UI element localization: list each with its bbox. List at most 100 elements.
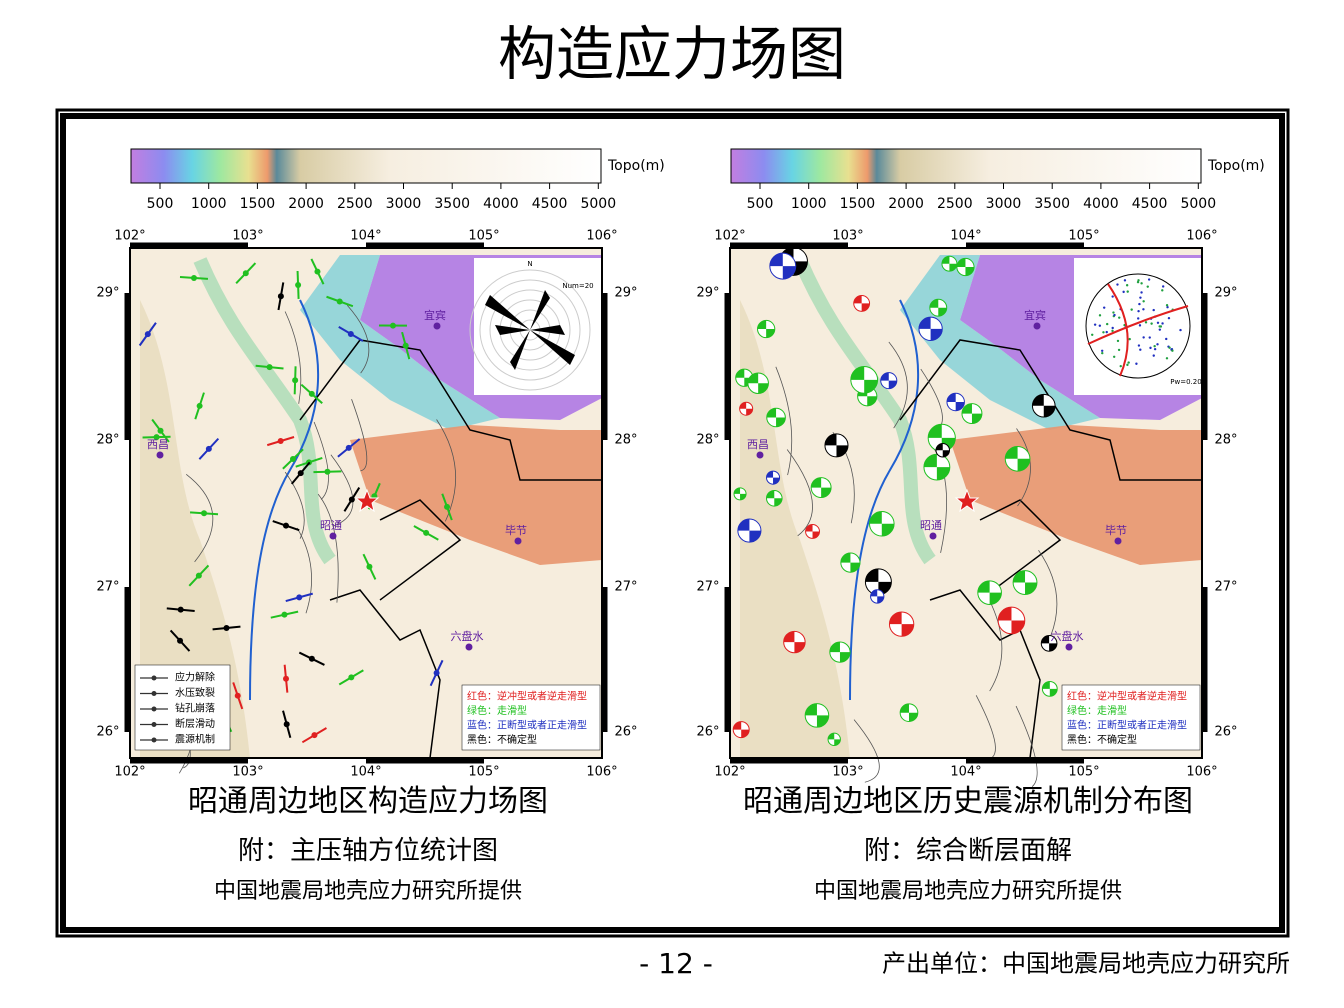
fault [775, 366, 793, 476]
stereonet-dot [1136, 280, 1140, 284]
color-legend-label: 蓝色：正断型或者正走滑型 [1067, 719, 1187, 732]
panel: Topo(m) 500 1000 1500 2000 2500 3000 3500 4000 45… [96, 148, 665, 904]
city-marker [329, 532, 337, 540]
stereonet-dot [1142, 308, 1145, 311]
legend-symbol-dot [151, 691, 157, 696]
beachball-quad [811, 477, 832, 498]
beachball-quad [783, 631, 806, 653]
symbol-legend-label: 水压致裂 [175, 686, 215, 699]
legend-symbol-dot [151, 706, 157, 712]
colorbar-tick-label: 4000 [483, 196, 519, 212]
panel-subcaption: 附：主压轴方位统计图 [238, 836, 498, 866]
inset-box [474, 258, 602, 395]
lon-label-bottom: 105° [1068, 765, 1099, 780]
symbol-legend-box [134, 664, 231, 751]
stereonet-dot [1119, 364, 1122, 368]
stereonet-dot [1139, 348, 1142, 351]
fault [888, 341, 908, 429]
panel-credit: 中国地震局地壳应力研究所提供 [814, 879, 1122, 904]
stereonet-dot [1111, 326, 1114, 330]
beachball-quad [1041, 635, 1057, 652]
map-frame [729, 247, 1203, 759]
symbol-legend-label: 钻孔崩落 [175, 702, 215, 715]
outer-frame [55, 108, 1290, 938]
city-marker [156, 451, 164, 459]
inset-label: N [527, 260, 532, 268]
colorbar-tick-label: 2500 [937, 196, 973, 212]
stress-point [347, 330, 354, 337]
fault [351, 399, 368, 472]
colorbar-tick-label: 3000 [986, 196, 1022, 212]
stress-point [324, 468, 331, 475]
city-marker [514, 537, 522, 545]
legend-symbol-dot [151, 737, 157, 743]
colorbar-tick-label: 1000 [191, 196, 227, 212]
colorbar [130, 148, 602, 184]
lat-label-left: 27° [696, 580, 719, 595]
color-legend-label: 黑色：不确定型 [467, 733, 537, 746]
stress-point [297, 470, 304, 477]
lon-label-top: 104° [950, 229, 981, 244]
slide-title: 构造应力场图 [498, 20, 846, 88]
beachball-quad [929, 299, 947, 317]
beachball-quad [805, 524, 820, 539]
river [249, 299, 320, 701]
lon-label-top: 106° [1186, 229, 1217, 244]
fault [436, 419, 457, 522]
fault [284, 311, 302, 404]
lon-label-top: 103° [832, 229, 863, 244]
stereonet-dot [1152, 308, 1155, 312]
epicenter-star [354, 488, 380, 513]
stereonet-dot [1111, 295, 1114, 298]
stress-point [266, 364, 273, 371]
rose-ring [489, 289, 571, 371]
map-frame [129, 247, 603, 759]
color-legend-label: 绿色：走滑型 [467, 704, 527, 717]
beachball-quad [936, 443, 950, 458]
color-legend-label: 红色：逆冲型或者逆走滑型 [1067, 690, 1187, 703]
stereonet-dot [1179, 328, 1182, 332]
stereonet-dot [1091, 333, 1094, 336]
lat-label-left: 29° [96, 286, 119, 301]
stereonet-dot [1149, 346, 1152, 350]
stereonet-dot [1128, 337, 1131, 341]
highland-edge [300, 255, 500, 430]
colorbar-tick-label: 2500 [337, 196, 373, 212]
colorbar-tick-label: 4500 [532, 196, 568, 212]
legend-symbol-dot [151, 722, 157, 727]
stereonet-dot [1135, 362, 1138, 365]
lon-label-bottom: 102° [714, 765, 745, 780]
stereonet-dot [1140, 291, 1143, 294]
stress-point [336, 298, 343, 305]
beachball-quad [734, 487, 747, 500]
stereonet-dot [1166, 306, 1169, 309]
stress-point [234, 692, 241, 699]
stereonet-dot [1161, 322, 1164, 325]
beachball-quad [769, 253, 796, 280]
stereonet-dot [1153, 344, 1156, 348]
stress-point [311, 732, 318, 739]
lat-label-right: 28° [614, 433, 637, 448]
stress-point [205, 445, 212, 452]
stress-point [308, 390, 315, 397]
beachball-quad [870, 589, 884, 604]
fault [1038, 550, 1058, 639]
city-label: 毕节 [1105, 524, 1127, 537]
stress-point [389, 322, 396, 329]
stereonet-dot [1100, 349, 1104, 353]
lon-label-bottom: 103° [832, 765, 863, 780]
color-legend-box [1061, 684, 1201, 751]
stereonet-dot [1122, 290, 1125, 294]
beachball-quad [900, 703, 918, 722]
city-marker [1065, 643, 1073, 651]
lon-label-top: 104° [350, 229, 381, 244]
beachball-quad [1005, 446, 1030, 472]
colorbar-tick-label: 3000 [386, 196, 422, 212]
beachball-quad [928, 424, 956, 452]
beachball-quad [739, 402, 753, 416]
stereonet-dot [1130, 308, 1133, 311]
stereonet-dot [1138, 302, 1141, 306]
stereonet-dot [1152, 354, 1155, 357]
lon-label-bottom: 105° [468, 765, 499, 780]
